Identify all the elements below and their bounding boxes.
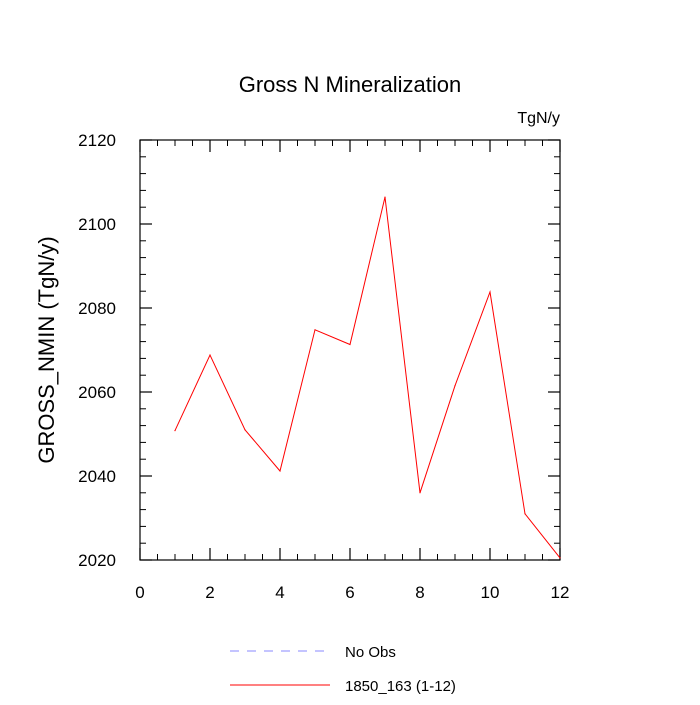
data-point	[209, 354, 211, 356]
data-point	[384, 196, 386, 198]
y-axis-label: GROSS_NMIN (TgN/y)	[34, 236, 59, 463]
units-label: TgN/y	[517, 110, 560, 127]
y-tick-label: 2120	[78, 131, 116, 150]
legend-label-series: 1850_163 (1-12)	[345, 678, 456, 695]
y-tick-label: 2020	[78, 551, 116, 570]
data-point	[489, 291, 491, 293]
x-tick-label: 4	[275, 583, 284, 602]
axis-ticks	[139, 139, 561, 561]
x-tick-label: 12	[551, 583, 570, 602]
data-point	[559, 557, 561, 559]
data-point	[454, 385, 456, 387]
data-point	[349, 343, 351, 346]
x-tick-label: 6	[345, 583, 354, 602]
series-layer	[174, 196, 561, 559]
data-point	[244, 429, 246, 431]
y-tick-label: 2100	[78, 215, 116, 234]
series-line	[174, 196, 561, 559]
data-point	[524, 513, 526, 515]
x-tick-label: 0	[135, 583, 144, 602]
y-tick-label: 2040	[78, 467, 116, 486]
tick-labels: 0 2 4 6 8 10 12 2020 2040 2060 2080 2100 2120	[78, 131, 569, 602]
y-tick-label: 2060	[78, 383, 116, 402]
data-point	[279, 470, 281, 472]
plot-frame	[139, 139, 561, 561]
x-tick-label: 2	[205, 583, 214, 602]
chart-title: Gross N Mineralization	[239, 72, 462, 97]
y-tick-label: 2080	[78, 299, 116, 318]
x-tick-label: 10	[481, 583, 500, 602]
legend: No Obs 1850_163 (1-12)	[230, 644, 456, 695]
legend-label-no-obs: No Obs	[345, 644, 396, 661]
data-point	[314, 329, 316, 331]
x-tick-label: 8	[415, 583, 424, 602]
data-point	[419, 492, 421, 494]
data-point	[174, 430, 176, 432]
